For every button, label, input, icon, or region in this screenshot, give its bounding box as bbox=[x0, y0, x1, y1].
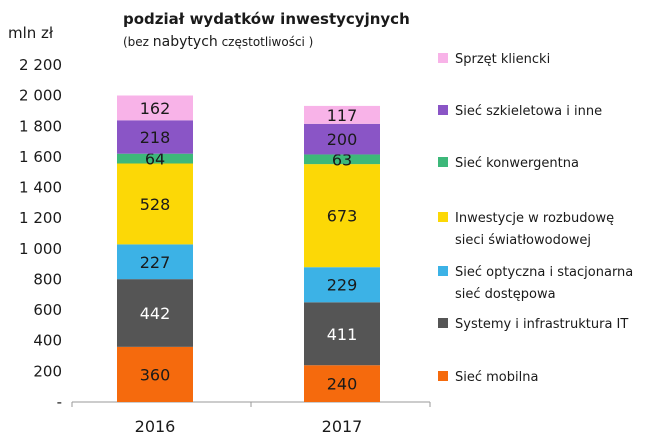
legend-label: sieć dostępowa bbox=[455, 287, 556, 302]
data-label: 240 bbox=[327, 375, 358, 394]
bar-segment bbox=[117, 95, 193, 121]
y-tick-label: 1 000 bbox=[19, 240, 62, 258]
legend: Sprzęt kliencki Sieć szkieletowa i inne Si… bbox=[438, 52, 633, 385]
bar-segment bbox=[304, 123, 380, 155]
data-label: 227 bbox=[140, 253, 171, 272]
data-label: 162 bbox=[140, 99, 171, 118]
y-tick-label: 2 200 bbox=[19, 56, 62, 74]
y-tick-label: 600 bbox=[33, 301, 62, 319]
data-label: 117 bbox=[327, 106, 358, 125]
bar-segment bbox=[117, 279, 193, 347]
bar-segment bbox=[117, 163, 193, 245]
bar-segment bbox=[304, 154, 380, 165]
legend-label: Sieć mobilna bbox=[455, 370, 538, 385]
y-tick-label: 1 200 bbox=[19, 209, 62, 227]
y-tick-label: 800 bbox=[33, 270, 62, 288]
legend-label: sieci światłowodowej bbox=[455, 233, 591, 248]
bar-segment bbox=[117, 120, 193, 154]
y-axis-label: mln zł bbox=[8, 24, 54, 42]
chart-subtitle: (bez nabytych częstotliwości ) bbox=[123, 34, 313, 50]
legend-label: Systemy i infrastruktura IT bbox=[455, 317, 628, 332]
legend-label: Sieć szkieletowa i inne bbox=[455, 104, 602, 119]
chart-title: podział wydatków inwestycyjnych bbox=[123, 10, 410, 28]
bar-segment bbox=[304, 267, 380, 303]
legend-swatch bbox=[438, 371, 448, 381]
data-label: 63 bbox=[332, 150, 352, 169]
axes bbox=[71, 401, 431, 407]
x-tick-label: 2017 bbox=[322, 417, 363, 436]
bar-segment bbox=[304, 365, 380, 402]
legend-swatch bbox=[438, 212, 448, 222]
bar-segment bbox=[304, 105, 380, 124]
legend-swatch bbox=[438, 318, 448, 328]
y-tick-label: 1 800 bbox=[19, 117, 62, 135]
y-tick-label: 1 400 bbox=[19, 179, 62, 197]
data-label: 229 bbox=[327, 276, 358, 295]
data-label: 528 bbox=[140, 195, 171, 214]
data-label: 200 bbox=[327, 130, 358, 149]
legend-label: Sprzęt kliencki bbox=[455, 52, 550, 67]
bar-segment bbox=[117, 153, 193, 164]
y-tick-label: 2 000 bbox=[19, 87, 62, 105]
data-label: 218 bbox=[140, 128, 171, 147]
legend-swatch bbox=[438, 105, 448, 115]
subtitle-part-1: (bez bbox=[123, 35, 153, 49]
legend-swatch bbox=[438, 266, 448, 276]
subtitle-part-2: nabytych bbox=[153, 34, 218, 50]
y-tick-label: - bbox=[57, 393, 62, 411]
legend-label: Sieć konwergentna bbox=[455, 156, 579, 171]
legend-label: Inwestycje w rozbudowę bbox=[455, 211, 614, 226]
data-label: 673 bbox=[327, 207, 358, 226]
data-label: 360 bbox=[140, 365, 171, 384]
y-tick-label: 1 600 bbox=[19, 148, 62, 166]
bar-segment bbox=[304, 302, 380, 366]
bar-segment bbox=[304, 164, 380, 268]
bar-segment bbox=[117, 244, 193, 280]
x-axis-labels: 2016 2017 bbox=[135, 417, 363, 436]
y-tick-label: 400 bbox=[33, 332, 62, 350]
y-axis-ticks: - 200 400 600 800 1 000 1 200 1 400 1 600 1 800 2 … bbox=[19, 56, 62, 411]
bar-segment bbox=[117, 346, 193, 402]
data-label: 64 bbox=[145, 150, 165, 169]
subtitle-part-3: częstotliwości ) bbox=[218, 35, 314, 49]
legend-swatch bbox=[438, 157, 448, 167]
legend-swatch bbox=[438, 53, 448, 63]
y-tick-label: 200 bbox=[33, 362, 62, 380]
legend-label: Sieć optyczna i stacjonarna bbox=[455, 265, 633, 280]
x-tick-label: 2016 bbox=[135, 417, 176, 436]
data-label: 411 bbox=[327, 325, 358, 344]
data-label: 442 bbox=[140, 304, 171, 323]
